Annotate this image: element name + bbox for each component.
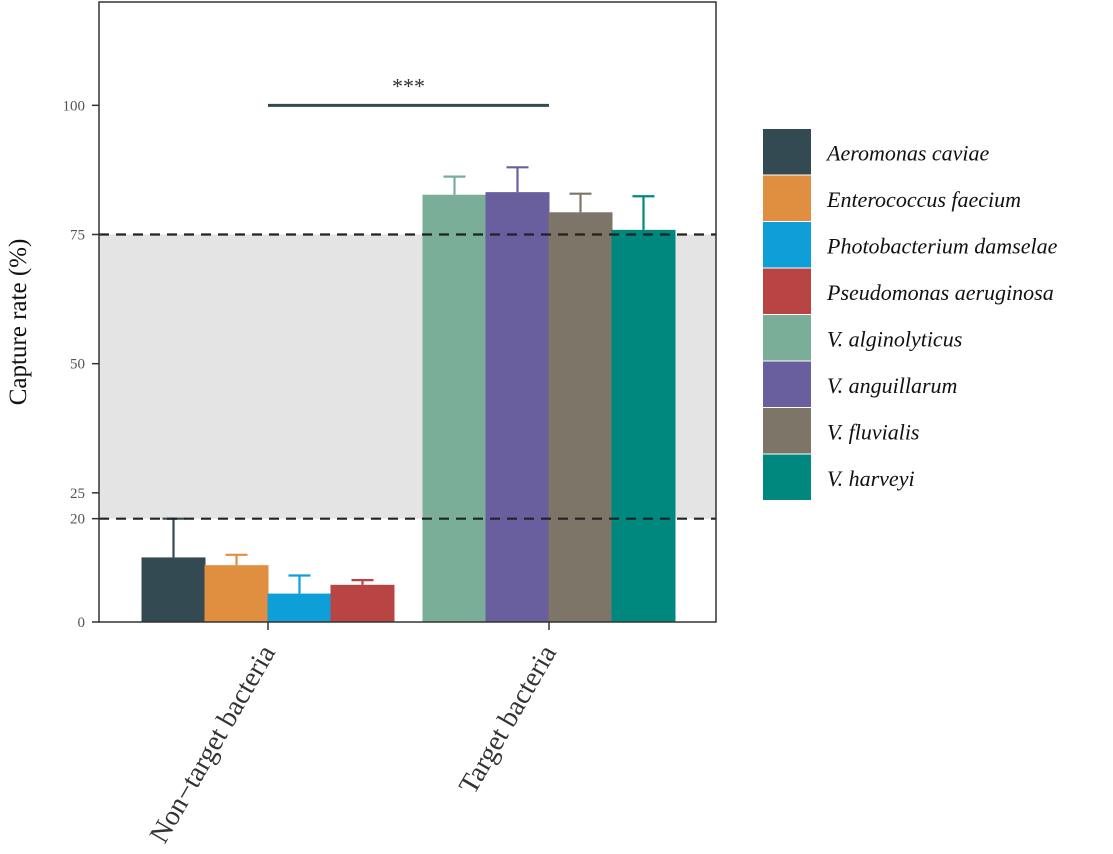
legend-label: V. harveyi <box>827 466 915 491</box>
legend-swatch <box>763 315 811 361</box>
bar <box>548 212 613 623</box>
legend-label: V. anguillarum <box>827 373 957 398</box>
legend-label: Enterococcus faecium <box>826 187 1021 212</box>
y-tick-label: 0 <box>78 615 86 631</box>
bar <box>330 584 395 622</box>
x-category-label: Non−target bacteria <box>144 640 283 849</box>
y-tick-label: 100 <box>63 98 86 114</box>
legend-label: Pseudomonas aeruginosa <box>826 280 1054 305</box>
legend-label: Aeromonas caviae <box>825 140 990 165</box>
significance-label: *** <box>392 73 425 98</box>
y-tick-label: 20 <box>70 512 85 528</box>
plot-frame <box>98 1 717 623</box>
legend-label: V. fluvialis <box>827 419 920 444</box>
bar <box>611 229 676 622</box>
y-tick-label: 50 <box>70 357 85 373</box>
legend-swatch <box>763 129 811 175</box>
legend-swatch <box>763 222 811 268</box>
legend-swatch <box>763 268 811 314</box>
legend-label: V. alginolyticus <box>827 326 962 351</box>
bar <box>485 192 550 622</box>
y-tick-label: 25 <box>70 486 85 502</box>
legend-swatch <box>763 408 811 454</box>
legend-swatch <box>763 361 811 407</box>
legend-swatch <box>763 175 811 221</box>
y-tick-label: 75 <box>70 228 85 244</box>
bar <box>141 557 206 622</box>
bar <box>204 565 269 622</box>
legend-label: Photobacterium damselae <box>826 233 1058 258</box>
bar <box>267 593 332 622</box>
x-category-label: Target bacteria <box>453 640 563 800</box>
bar <box>422 194 487 622</box>
legend-swatch <box>763 454 811 500</box>
y-axis-title: Capture rate (%) <box>5 239 32 406</box>
